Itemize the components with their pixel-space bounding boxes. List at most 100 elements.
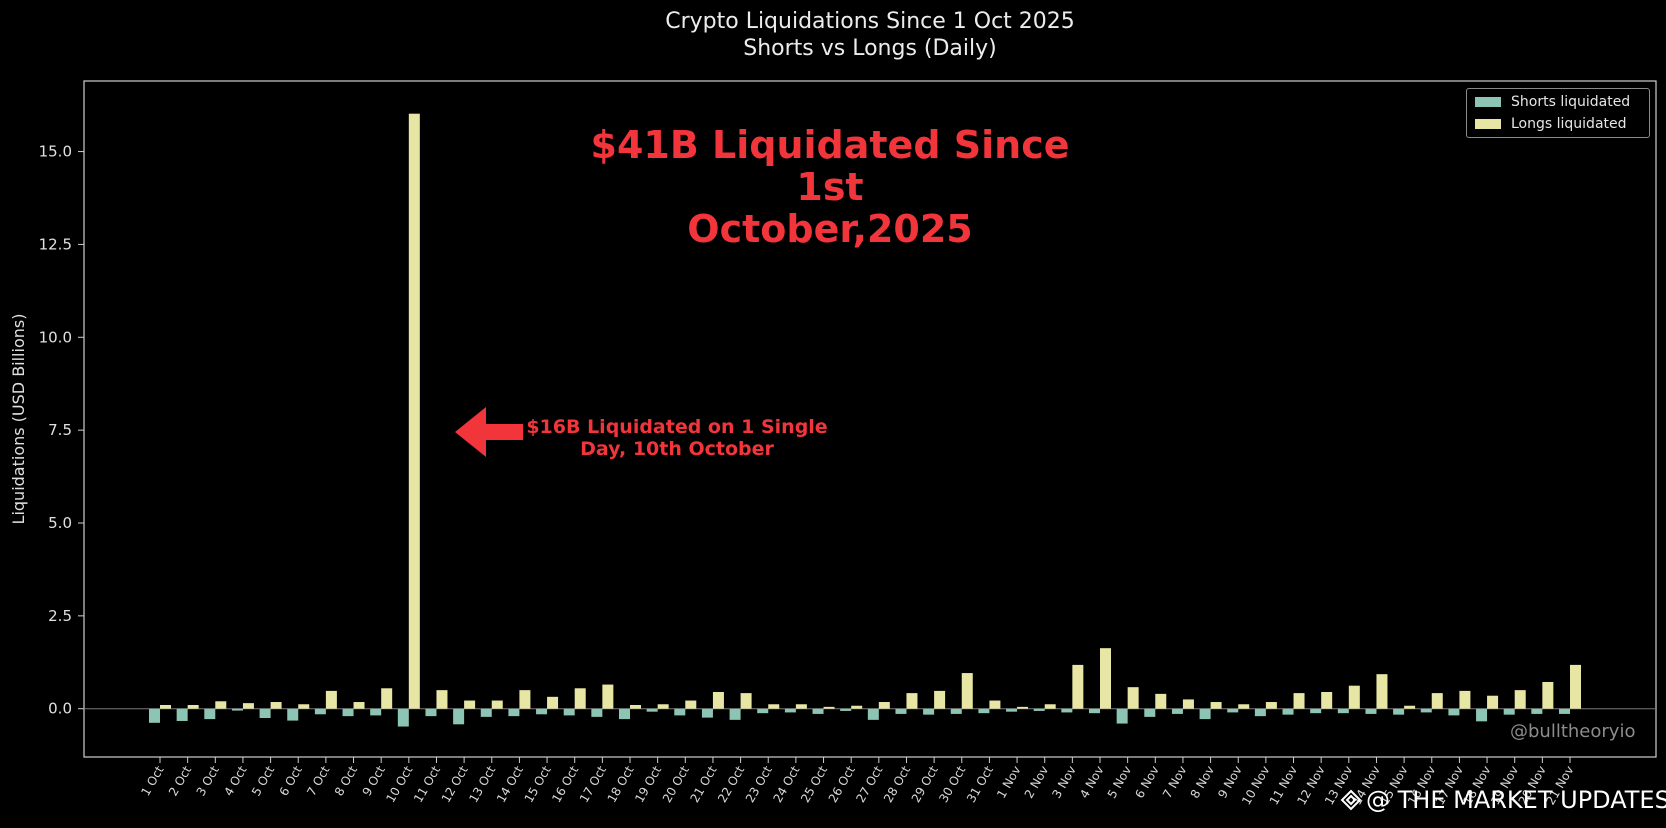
shorts-series (149, 708, 1570, 727)
x-tick-label: 2 Nov (1022, 764, 1052, 801)
longs-bar (1044, 704, 1056, 709)
shorts-bar (1559, 708, 1570, 714)
longs-bar (878, 702, 890, 709)
longs-bar (685, 700, 697, 709)
longs-bar (353, 702, 365, 709)
shorts-bar (204, 708, 216, 720)
longs-bar (602, 684, 614, 709)
shorts-bar (149, 708, 160, 723)
shorts-bar (1310, 708, 1322, 714)
longs-bar (1570, 664, 1581, 709)
shorts-bar (1089, 708, 1100, 714)
shorts-bar (619, 708, 630, 720)
shorts-bar (867, 708, 879, 720)
x-tick-label: 8 Nov (1188, 764, 1218, 801)
y-tick-label: 7.5 (48, 421, 72, 439)
longs-bar (1431, 693, 1443, 709)
longs-bar (187, 705, 199, 709)
x-tick-label: 1 Nov (994, 764, 1024, 801)
shorts-bar (1531, 708, 1543, 714)
shorts-bar (1420, 708, 1432, 713)
x-tick-label: 31 Oct (964, 763, 996, 805)
shorts-bar (674, 708, 686, 716)
chart-title: Crypto Liquidations Since 1 Oct 2025 (665, 9, 1075, 34)
y-tick-label: 12.5 (39, 235, 72, 253)
longs-bar (1265, 702, 1277, 709)
shorts-bar (1393, 708, 1405, 715)
shorts-bar (1006, 708, 1018, 712)
longs-bar (934, 690, 946, 709)
legend-label-shorts: Shorts liquidated (1511, 94, 1631, 110)
x-tick-label: 9 Oct (360, 763, 388, 798)
shorts-bar (812, 708, 824, 714)
y-tick-label: 10.0 (39, 328, 72, 346)
longs-bar (1182, 699, 1194, 709)
shorts-bar (563, 708, 575, 716)
callout-annotation: $16B Liquidated on 1 Single Day, 10th Oct… (526, 416, 828, 460)
plot-frame (83, 80, 1657, 758)
shorts-bar (1282, 708, 1294, 715)
chart-title-block: Crypto Liquidations Since 1 Oct 2025 Sho… (0, 8, 1666, 62)
shorts-bar (591, 708, 603, 717)
longs-bar (1404, 705, 1416, 709)
y-axis: 0.0 2.5 5.0 7.5 10.0 12.5 15.0 (39, 143, 84, 718)
shorts-bar (508, 708, 520, 717)
shorts-bar (1254, 708, 1266, 717)
longs-bar (961, 673, 973, 709)
x-tick-label: 6 Oct (277, 763, 305, 798)
longs-bar (1348, 685, 1360, 709)
watermark: @ THE MARKET UPDATES (1340, 786, 1666, 814)
chart-subtitle: Shorts vs Longs (Daily) (743, 36, 997, 61)
shorts-bar (950, 708, 962, 714)
shorts-bar (978, 708, 990, 714)
shorts-bar (1227, 708, 1239, 713)
longs-bar (1210, 702, 1222, 709)
x-tick-label: 6 Nov (1132, 764, 1162, 801)
longs-bar (795, 704, 807, 709)
longs-bar (298, 704, 310, 709)
shorts-bar (784, 708, 796, 713)
shorts-bar (1448, 708, 1460, 716)
longs-bar (851, 705, 863, 709)
longs-bar (1514, 690, 1526, 709)
shorts-bar (1033, 708, 1045, 711)
longs-bar (1487, 695, 1499, 709)
shorts-bar (701, 708, 713, 718)
x-tick-label: 7 Oct (304, 763, 332, 798)
shorts-bar (1476, 708, 1488, 722)
legend-item-shorts: Shorts liquidated (1475, 93, 1630, 111)
longs-bar (408, 113, 420, 709)
longs-bar (740, 693, 752, 709)
y-tick-label: 0.0 (48, 700, 72, 718)
longs-bar (906, 693, 918, 709)
longs-bar (1072, 664, 1084, 709)
shorts-bar (1171, 708, 1183, 714)
shorts-bar (757, 708, 769, 714)
shorts-bar (1337, 708, 1349, 714)
x-tick-label: 1 Oct (138, 763, 166, 798)
shorts-bar (1116, 708, 1128, 724)
shorts-bar (425, 708, 437, 717)
longs-bar (242, 703, 254, 709)
x-tick-label: 8 Oct (332, 763, 360, 798)
x-tick-label: 3 Nov (1049, 764, 1079, 801)
longs-bar (574, 688, 586, 709)
longs-bar (464, 700, 476, 709)
x-tick-label: 2 Oct (166, 763, 194, 798)
longs-bar (547, 696, 559, 709)
shorts-bar (536, 708, 548, 715)
longs-bar (989, 700, 1001, 709)
shorts-bar (1199, 708, 1211, 720)
longs-bar (1017, 706, 1029, 709)
shorts-bar (370, 708, 382, 716)
legend-label-longs: Longs liquidated (1511, 116, 1627, 132)
legend-swatch-shorts (1475, 97, 1501, 107)
longs-bar (630, 705, 641, 709)
shorts-bar (259, 708, 271, 718)
longs-bar (325, 690, 337, 709)
shorts-bar (1061, 708, 1073, 713)
y-tick-label: 5.0 (48, 514, 72, 532)
shorts-bar (1365, 708, 1377, 714)
shorts-bar (231, 708, 243, 711)
